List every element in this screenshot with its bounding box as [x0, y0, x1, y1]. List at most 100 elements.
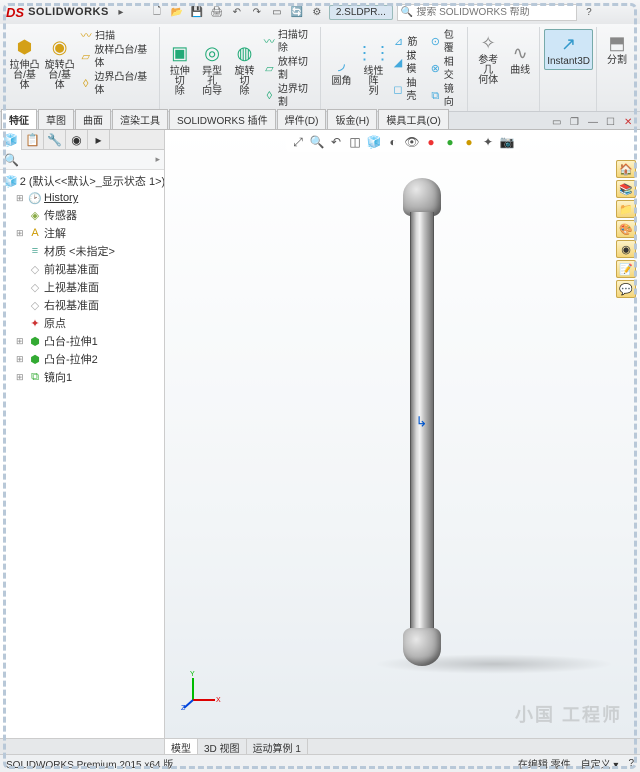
- tab-plugin[interactable]: SOLIDWORKS 插件: [169, 109, 276, 129]
- bottom-tab-motion[interactable]: 运动算例 1: [247, 739, 308, 754]
- tab-surface[interactable]: 曲面: [75, 109, 111, 129]
- draft-button[interactable]: ◢拔模: [389, 50, 426, 76]
- resources-icon[interactable]: 🏠: [616, 160, 636, 178]
- split-button[interactable]: ⬒分割: [601, 29, 633, 68]
- curves-button[interactable]: ∿曲线: [504, 39, 536, 78]
- panel-tab-display[interactable]: ◉: [66, 130, 88, 150]
- rebuild-icon[interactable]: 🔄: [289, 4, 305, 20]
- zoom-icon[interactable]: 🔍: [309, 134, 325, 150]
- svg-text:X: X: [216, 697, 221, 704]
- snapshot-icon[interactable]: 📷: [499, 134, 515, 150]
- undo-icon[interactable]: ↶: [229, 4, 245, 20]
- tab-render[interactable]: 渲染工具: [112, 109, 168, 129]
- linear-pattern-button[interactable]: ⋮⋮线性阵 列: [357, 40, 389, 99]
- extrude-boss-button[interactable]: ⬢拉伸凸 台/基体: [7, 34, 42, 93]
- search-box[interactable]: 🔍: [397, 4, 577, 21]
- mirror-button[interactable]: ⧉镜向: [427, 83, 464, 109]
- filter-dropdown-icon[interactable]: ▸: [155, 154, 160, 165]
- file-explorer-icon[interactable]: 📁: [616, 200, 636, 218]
- search-input[interactable]: [416, 7, 573, 18]
- panel-tab-tree[interactable]: 🧊: [0, 130, 22, 150]
- panel-tab-extra[interactable]: ▸: [88, 130, 110, 150]
- help-icon[interactable]: ?: [581, 4, 597, 20]
- model-cap-top: [403, 178, 441, 216]
- fillet-button[interactable]: ◞圆角: [325, 50, 357, 89]
- revolve-cut-button[interactable]: ◍旋转切 除: [228, 40, 260, 99]
- sweep-button[interactable]: 〰扫描: [77, 29, 155, 43]
- tab-sheet[interactable]: 钣金(H): [327, 109, 377, 129]
- hide-show-icon[interactable]: 👁: [404, 134, 420, 150]
- menu-dropdown-icon[interactable]: ▸: [113, 4, 129, 20]
- tree-origin[interactable]: ✦原点: [2, 314, 162, 332]
- tree-front-plane[interactable]: ◇前视基准面: [2, 260, 162, 278]
- tab-mold[interactable]: 模具工具(O): [378, 109, 448, 129]
- shell-button[interactable]: ◻抽壳: [389, 77, 426, 103]
- tab-weld[interactable]: 焊件(D): [277, 109, 327, 129]
- rib-button[interactable]: ⊿筋: [389, 35, 426, 49]
- design-lib-icon[interactable]: 📚: [616, 180, 636, 198]
- document-tab[interactable]: 2.SLDPR...: [329, 5, 393, 20]
- tree-material[interactable]: ≡材质 <未指定>: [2, 242, 162, 260]
- revolve-boss-button[interactable]: ◉旋转凸 台/基体: [42, 34, 77, 93]
- status-help-icon[interactable]: ?: [628, 758, 634, 769]
- svg-text:Y: Y: [190, 671, 195, 678]
- view-settings-icon[interactable]: ●: [461, 134, 477, 150]
- save-icon[interactable]: 💾: [189, 4, 205, 20]
- close-icon[interactable]: ✕: [624, 117, 638, 129]
- display-style-icon[interactable]: ◐: [385, 134, 401, 150]
- filter-icon[interactable]: 🔍: [4, 153, 19, 167]
- tree-top-plane[interactable]: ◇上视基准面: [2, 278, 162, 296]
- print-icon[interactable]: 🖨: [209, 4, 225, 20]
- bottom-tab-3dview[interactable]: 3D 视图: [198, 739, 247, 754]
- tree-root[interactable]: 🧊2 (默认<<默认>_显示状态 1>): [2, 172, 162, 190]
- status-editing: 在编辑 零件: [518, 756, 571, 771]
- bottom-tab-model[interactable]: 模型: [165, 739, 198, 754]
- new-icon[interactable]: 🗋: [149, 4, 165, 20]
- tree-history[interactable]: ⊞🕑History: [2, 190, 162, 206]
- open-icon[interactable]: 📂: [169, 4, 185, 20]
- viewport[interactable]: ⤢ 🔍 ↶ ◫ 🧊 ◐ 👁 ● ● ● ✦ 📷 🏠 📚 📁 🎨 ◉ 📝: [165, 130, 640, 738]
- custom-props-icon[interactable]: 📝: [616, 260, 636, 278]
- section-icon[interactable]: ◫: [347, 134, 363, 150]
- prev-view-icon[interactable]: ↶: [328, 134, 344, 150]
- minimize-icon[interactable]: ▭: [552, 117, 566, 129]
- status-custom[interactable]: 自定义 ▾: [581, 756, 619, 771]
- tree-boss1[interactable]: ⊞⬢凸台-拉伸1: [2, 332, 162, 350]
- tree-right-plane[interactable]: ◇右视基准面: [2, 296, 162, 314]
- boundary-button[interactable]: ◊边界凸台/基体: [77, 71, 155, 97]
- view-palette-icon[interactable]: 🎨: [616, 220, 636, 238]
- tab-sketch[interactable]: 草图: [38, 109, 74, 129]
- instant3d-button[interactable]: ↗Instant3D: [544, 29, 593, 70]
- loft-cut-button[interactable]: ▱放样切割: [261, 56, 318, 82]
- render-icon[interactable]: ✦: [480, 134, 496, 150]
- extrude-cut-button[interactable]: ▣拉伸切 除: [164, 40, 196, 99]
- tab-feature[interactable]: 特征: [1, 109, 37, 129]
- boundary-cut-button[interactable]: ◊边界切割: [261, 83, 318, 109]
- origin-indicator: ↳: [416, 413, 428, 430]
- zoom-fit-icon[interactable]: ⤢: [290, 134, 306, 150]
- tree-mirror1[interactable]: ⊞⧉镜向1: [2, 368, 162, 386]
- options-icon[interactable]: ⚙: [309, 4, 325, 20]
- tree-boss2[interactable]: ⊞⬢凸台-拉伸2: [2, 350, 162, 368]
- forum-icon[interactable]: 💬: [616, 280, 636, 298]
- tree-sensors[interactable]: ◈传感器: [2, 206, 162, 224]
- panel-tab-property[interactable]: 📋: [22, 130, 44, 150]
- loft-button[interactable]: ▱放样凸台/基体: [77, 44, 155, 70]
- scene-icon[interactable]: ●: [442, 134, 458, 150]
- hole-wizard-button[interactable]: ◎异型孔 向导: [196, 40, 228, 99]
- brand-label: SOLIDWORKS: [28, 6, 109, 18]
- tree-annotations[interactable]: ⊞A注解: [2, 224, 162, 242]
- view-orient-icon[interactable]: 🧊: [366, 134, 382, 150]
- sweep-cut-button[interactable]: 〰扫描切除: [261, 29, 318, 55]
- maximize-icon[interactable]: ☐: [606, 117, 620, 129]
- select-icon[interactable]: ▭: [269, 4, 285, 20]
- redo-icon[interactable]: ↷: [249, 4, 265, 20]
- intersect-button[interactable]: ⊗相交: [427, 56, 464, 82]
- dash-icon[interactable]: —: [588, 117, 602, 129]
- restore-icon[interactable]: ❐: [570, 117, 584, 129]
- ref-geometry-button[interactable]: ✧参考几 何体: [472, 29, 504, 88]
- appearance-icon[interactable]: ●: [423, 134, 439, 150]
- wrap-button[interactable]: ⊙包覆: [427, 29, 464, 55]
- panel-tab-config[interactable]: 🔧: [44, 130, 66, 150]
- appearances-icon[interactable]: ◉: [616, 240, 636, 258]
